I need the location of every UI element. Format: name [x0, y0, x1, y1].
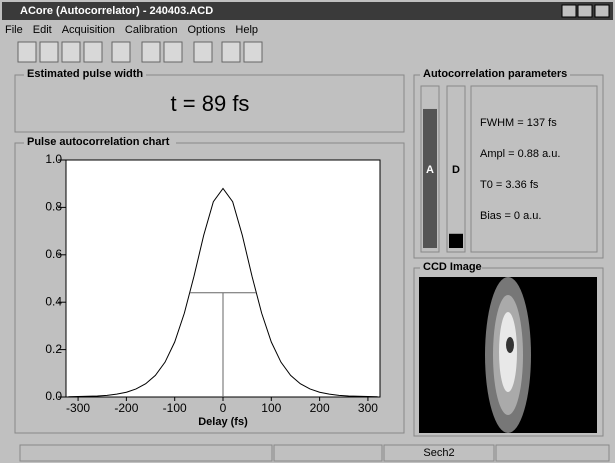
x-tick-label: -100	[163, 401, 187, 415]
fit-model: Sech2	[423, 447, 454, 459]
group-label: Estimated pulse width	[27, 68, 143, 80]
tool-button[interactable]	[164, 42, 182, 62]
window-buttons[interactable]	[562, 5, 609, 17]
x-tick-label: -300	[66, 401, 90, 415]
maximize-button[interactable]	[578, 5, 592, 17]
menu-item[interactable]: File	[5, 24, 23, 36]
tool-button[interactable]	[18, 42, 36, 62]
ccd-image	[419, 277, 597, 433]
menu-bar: File Edit Acquisition Calibration Options Hel…	[5, 24, 258, 36]
ccd-center	[506, 337, 514, 353]
group-label: CCD Image	[423, 261, 482, 273]
parameter-text: Ampl = 0.88 a.u.	[480, 148, 560, 160]
tool-button[interactable]	[244, 42, 262, 62]
menu-item[interactable]: Help	[235, 24, 258, 36]
y-tick-label: 0.0	[45, 389, 62, 403]
tool-button[interactable]	[84, 42, 102, 62]
level-label: A	[426, 164, 434, 176]
x-tick-label: 200	[310, 401, 330, 415]
app-window: ACore (Autocorrelator) - 240403.ACD File…	[0, 0, 615, 463]
window-title: ACore (Autocorrelator) - 240403.ACD	[20, 5, 213, 17]
parameter-text: T0 = 3.36 fs	[480, 179, 539, 191]
tool-button[interactable]	[62, 42, 80, 62]
x-tick-label: 300	[358, 401, 378, 415]
level-label: D	[452, 164, 460, 176]
parameter-text: FWHM = 137 fs	[480, 117, 557, 129]
tool-button[interactable]	[142, 42, 160, 62]
y-tick-label: 0.2	[45, 342, 62, 356]
y-tick-label: 1.0	[45, 152, 62, 166]
menu-item[interactable]: Options	[188, 24, 226, 36]
tool-button[interactable]	[222, 42, 240, 62]
tool-button[interactable]	[40, 42, 58, 62]
y-tick-label: 0.8	[45, 200, 62, 214]
minimize-button[interactable]	[562, 5, 576, 17]
ccd-core	[499, 312, 517, 392]
group-label: Autocorrelation parameters	[423, 68, 567, 80]
close-button[interactable]	[595, 5, 609, 17]
chart-title: Pulse autocorrelation chart	[27, 136, 170, 148]
y-tick-label: 0.6	[45, 247, 62, 261]
parameter-text: Bias = 0 a.u.	[480, 210, 541, 222]
level-bar	[449, 234, 463, 248]
menu-item[interactable]: Acquisition	[62, 24, 115, 36]
menu-item[interactable]: Calibration	[125, 24, 178, 36]
x-axis-label: Delay (fs)	[198, 416, 248, 428]
level-bar	[423, 109, 437, 248]
tool-button[interactable]	[112, 42, 130, 62]
toolbar	[4, 40, 264, 66]
parameters-panel	[471, 86, 597, 252]
x-tick-label: -200	[114, 401, 138, 415]
y-tick-label: 0.4	[45, 294, 62, 308]
x-tick-label: 100	[261, 401, 281, 415]
menu-item[interactable]: Edit	[33, 24, 52, 36]
pulse-width-value: t = 89 fs	[171, 91, 250, 116]
x-tick-label: 0	[220, 401, 227, 415]
tool-button[interactable]	[194, 42, 212, 62]
